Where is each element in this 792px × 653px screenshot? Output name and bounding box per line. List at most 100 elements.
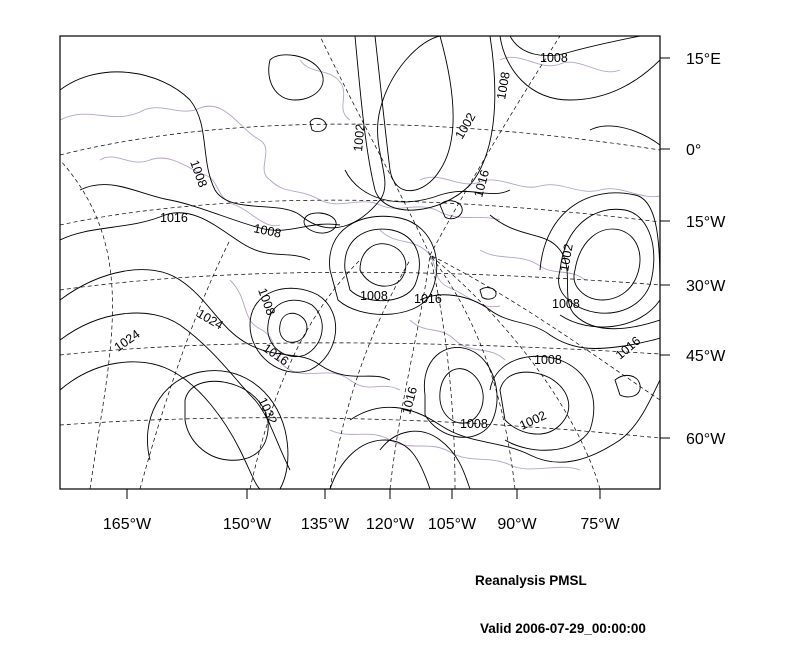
isobar (344, 169, 511, 203)
latitude-label: 45°W (686, 348, 726, 365)
parallel-line (60, 199, 660, 226)
contour-label: 1016 (471, 168, 492, 199)
contour-label: 1016 (399, 385, 420, 416)
caption-title: Reanalysis PMSL (475, 573, 587, 588)
contour-label: 1008 (534, 353, 562, 367)
isobar (184, 380, 269, 461)
longitude-label: 165°W (103, 516, 152, 533)
isobar (359, 243, 407, 287)
isobar (60, 269, 391, 381)
right-axis (660, 57, 670, 439)
isobar (309, 117, 327, 133)
coastline (499, 56, 621, 73)
isobar (329, 439, 431, 489)
longitude-label: 105°W (428, 516, 477, 533)
longitude-label: 135°W (301, 516, 350, 533)
meridian-line (60, 159, 113, 489)
contour-label: 1002 (557, 243, 576, 273)
meridian-line (139, 239, 231, 489)
meridian-line (319, 36, 431, 256)
isobar (379, 430, 471, 489)
isobar (344, 228, 420, 302)
contour-label: 1008 (187, 158, 210, 189)
coastline (329, 429, 581, 471)
meridian-line (429, 36, 561, 256)
longitude-label: 120°W (366, 516, 415, 533)
isobar (509, 36, 641, 57)
contour-label: 1032 (255, 395, 279, 426)
isobar (60, 312, 291, 471)
isobar (303, 212, 337, 234)
parallel-line (60, 123, 660, 156)
parallel-line (60, 417, 660, 439)
isobar (479, 287, 497, 300)
map-plot-area: 1008 1002 1002 1008 1008 1016 1016 1008 … (60, 36, 660, 489)
contour-label: 1002 (351, 123, 367, 152)
meridian-line (429, 254, 516, 489)
latitude-label: 60°W (686, 431, 726, 448)
isobar (499, 36, 660, 101)
map-caption: Reanalysis PMSL Valid 2006-07-29_00:00:0… (475, 541, 646, 653)
isobar (60, 36, 441, 229)
contour-label: 1016 (414, 292, 442, 306)
longitude-label: 75°W (580, 516, 620, 533)
bottom-axis-labels: 165°W 150°W 135°W 120°W 105°W 90°W 75°W (103, 516, 621, 533)
isobar (573, 228, 641, 301)
contour-label: 1016 (260, 341, 291, 368)
graticule (60, 36, 660, 489)
contour-label: 1008 (494, 71, 513, 101)
isobar (147, 370, 289, 489)
isobar (329, 215, 438, 315)
bottom-axis (126, 489, 601, 499)
latitude-label: 15°E (686, 51, 721, 68)
isobars (60, 36, 660, 489)
isobar (558, 208, 655, 314)
isobar (279, 312, 308, 343)
isobar (349, 379, 660, 463)
isobar (267, 299, 323, 357)
isobar (354, 36, 496, 211)
coastline (60, 105, 501, 221)
contour-label: 1002 (517, 408, 548, 432)
coastlines (60, 56, 660, 471)
contour-label: 1008 (540, 51, 568, 65)
isobar (614, 374, 641, 398)
pressure-map: 1008 1002 1002 1008 1008 1016 1016 1008 … (59, 35, 726, 533)
contour-label: 1016 (160, 211, 188, 225)
longitude-label: 90°W (497, 516, 537, 533)
isobar (439, 368, 484, 424)
coastline (99, 156, 281, 227)
parallel-line (60, 271, 660, 291)
coastline (299, 59, 351, 121)
isobar (439, 200, 463, 220)
meridian-line (429, 254, 660, 401)
meridian-line (429, 254, 456, 489)
isobar (589, 125, 660, 146)
contour-label: 1008 (360, 289, 388, 303)
contour-labels: 1008 1002 1002 1008 1008 1016 1016 1008 … (112, 51, 644, 433)
isobar (489, 214, 660, 330)
isobar (268, 54, 324, 101)
isobar (499, 371, 570, 435)
meridian-line (249, 259, 361, 489)
coastline (419, 176, 660, 198)
isobar (60, 212, 311, 261)
contour-label: 1024 (195, 306, 226, 332)
longitude-label: 150°W (223, 516, 272, 533)
right-axis-labels: 15°E 0° 15°W 30°W 45°W 60°W (686, 51, 726, 448)
contour-label: 1016 (613, 334, 643, 363)
latitude-label: 30°W (686, 278, 726, 295)
caption-valid-time: Valid 2006-07-29_00:00:00 (480, 621, 646, 636)
contour-label: 1008 (460, 417, 488, 431)
contour-label: 1008 (552, 297, 580, 311)
isobar (60, 361, 261, 489)
isobar (423, 347, 498, 438)
parallel-line (60, 342, 660, 356)
isobar (489, 355, 595, 451)
coastline (409, 319, 506, 361)
isobar (419, 294, 660, 349)
contour-label: 1008 (252, 221, 282, 240)
latitude-label: 0° (686, 142, 701, 159)
contour-label: 1002 (452, 110, 478, 141)
isobar (249, 287, 337, 373)
